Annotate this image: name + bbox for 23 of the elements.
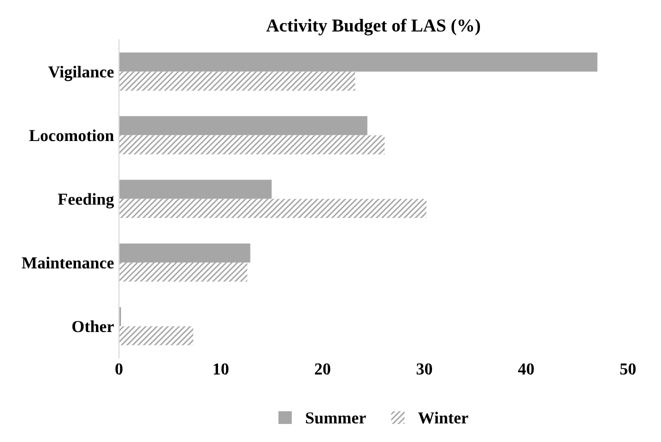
y-tick-label: Locomotion: [29, 129, 114, 142]
bar: [118, 243, 250, 263]
bar: [118, 198, 426, 218]
y-tick-label: Maintenance: [22, 256, 114, 268]
x-tick-label: 20: [314, 363, 330, 375]
chart-title: Activity Budget of LAS (%): [266, 18, 480, 36]
legend-label: Winter: [418, 412, 468, 424]
x-tick-label: 0: [115, 363, 123, 375]
bar: [118, 72, 356, 91]
bar: [118, 262, 248, 282]
y-tick-label: Vigilance: [48, 66, 114, 82]
x-tick-label: 40: [518, 363, 534, 375]
bar: [118, 180, 272, 199]
bar: [118, 135, 385, 154]
y-tick-label: Other: [72, 320, 114, 332]
legend-label: Summer: [306, 412, 366, 424]
bar: [118, 326, 194, 346]
bar: [118, 116, 368, 136]
y-tick-label: Feeding: [58, 193, 114, 208]
x-tick-label: 50: [620, 363, 636, 375]
bar: [118, 52, 598, 72]
x-tick-label: 10: [214, 363, 228, 375]
x-tick-label: 30: [416, 363, 432, 375]
